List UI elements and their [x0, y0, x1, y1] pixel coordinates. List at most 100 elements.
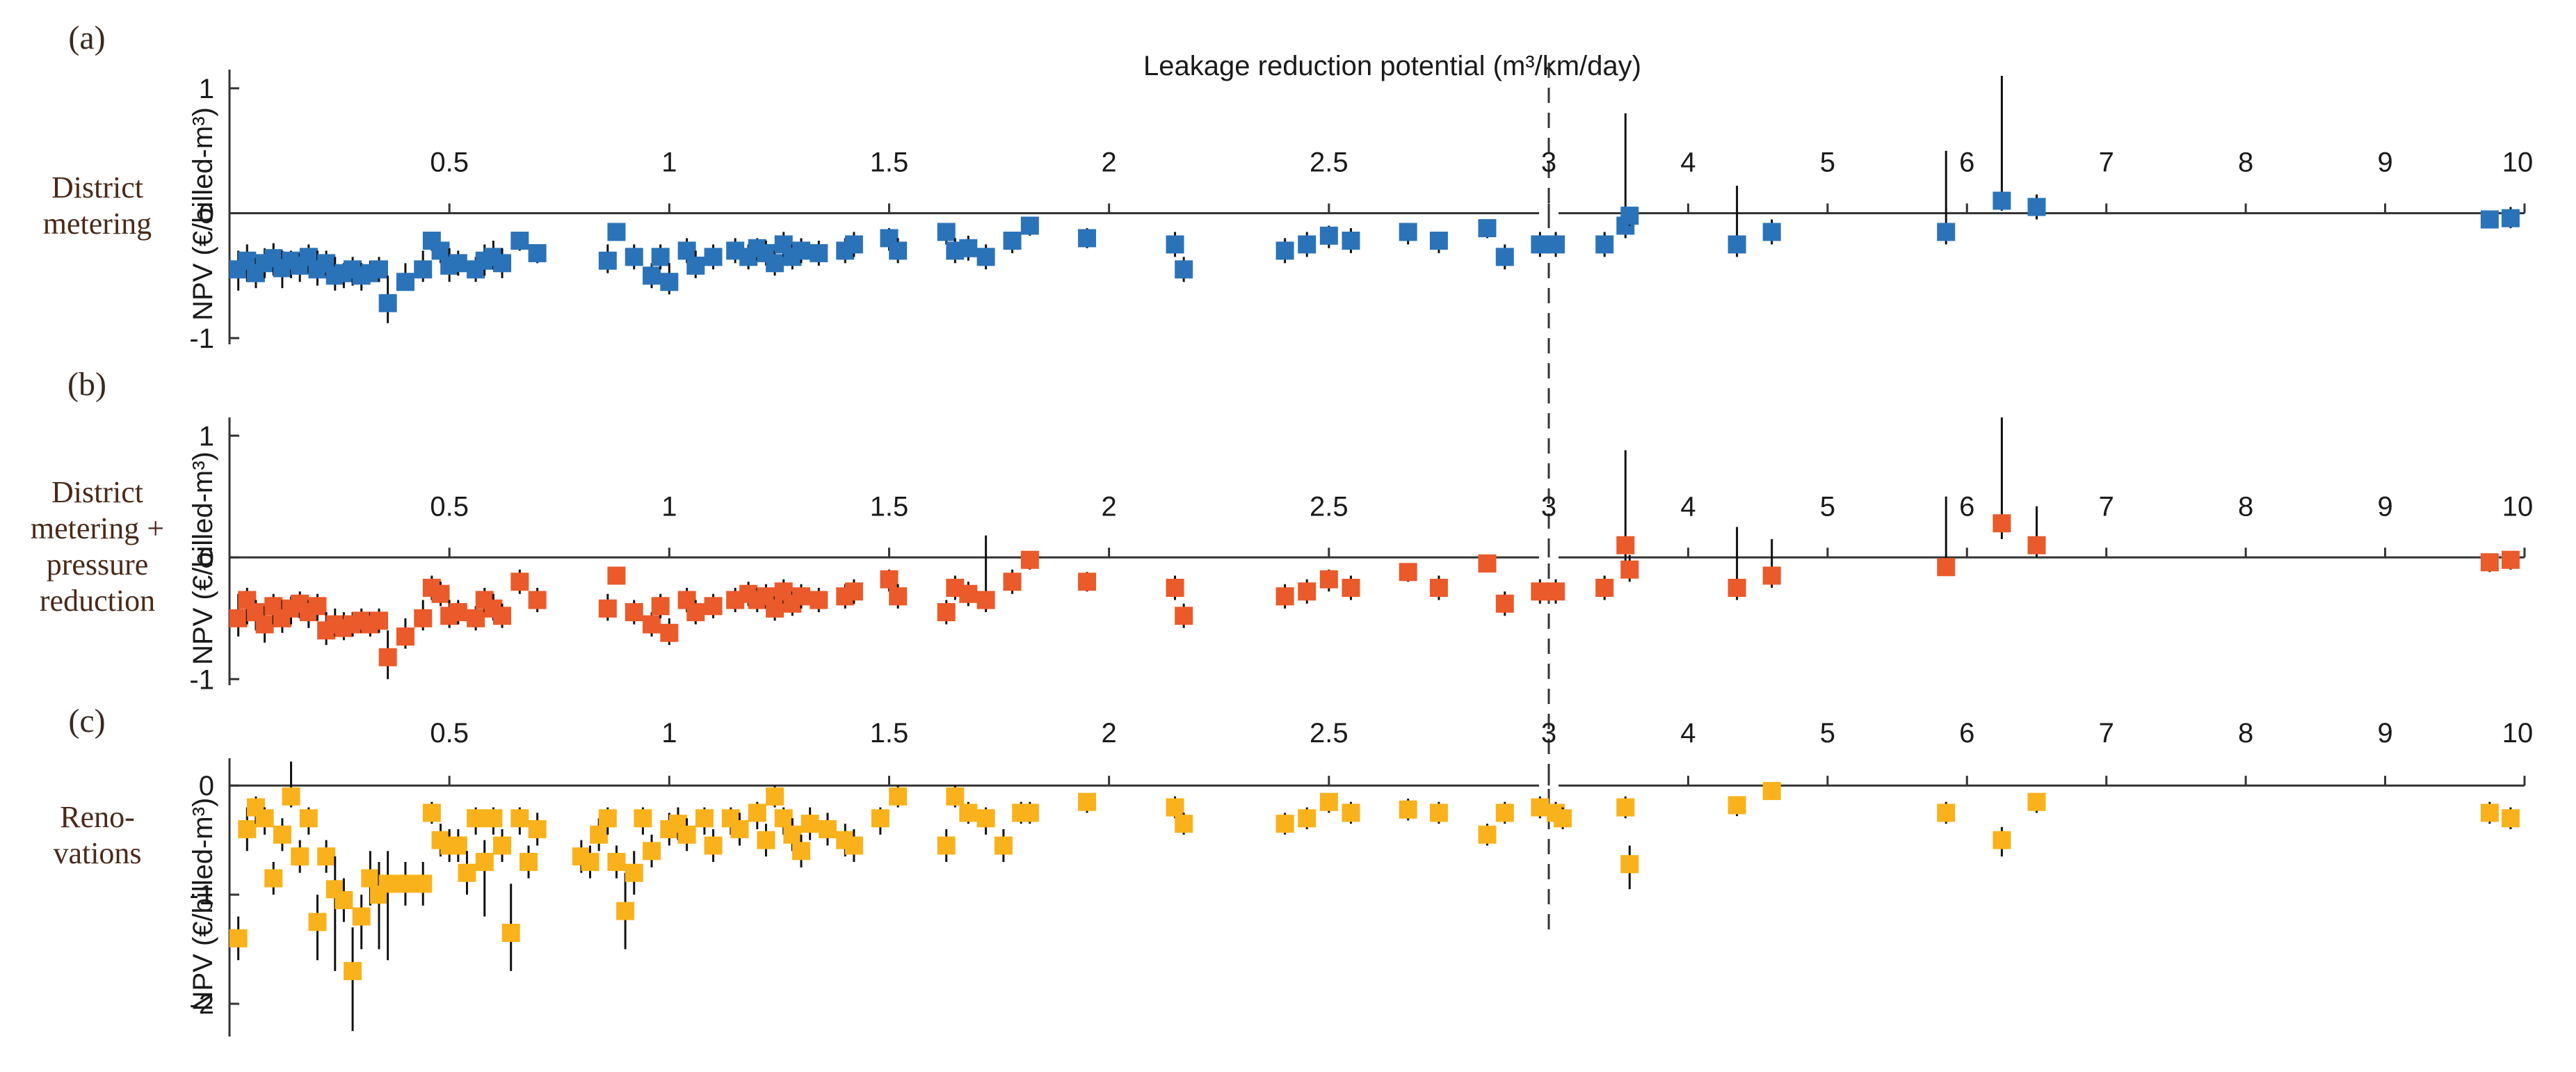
data-point: [1399, 800, 1417, 819]
data-point: [1342, 579, 1360, 597]
data-point: [1620, 207, 1639, 225]
data-point: [422, 803, 441, 822]
data-point: [1342, 231, 1360, 250]
data-point: [484, 809, 503, 828]
y-tick-label: 0: [199, 198, 214, 229]
data-point: [625, 248, 643, 266]
x-tick-label: 1: [661, 718, 677, 749]
data-point: [937, 603, 956, 621]
data-point: [2501, 209, 2520, 227]
data-point: [2501, 550, 2520, 569]
x-tick-label: 4: [1680, 718, 1696, 749]
data-point: [1275, 241, 1294, 260]
x-tick-label: 2: [1102, 491, 1117, 522]
data-point: [378, 874, 397, 893]
data-point: [598, 599, 617, 618]
data-point: [783, 825, 802, 844]
y-tick-label: -1: [189, 880, 214, 911]
data-point: [396, 874, 414, 893]
data-point: [1762, 782, 1781, 801]
data-point: [1495, 594, 1514, 613]
data-point: [2027, 536, 2046, 554]
data-point: [378, 648, 397, 666]
data-point: [643, 266, 661, 285]
row-label-line: District: [51, 475, 143, 509]
data-point: [818, 819, 837, 838]
panel-2: (b)District metering + pressure reduction NP…: [31, 366, 2533, 695]
x-tick-label: 10: [2502, 718, 2534, 749]
x-tick-label: 3: [1541, 147, 1556, 177]
data-point: [528, 243, 547, 262]
data-point: [792, 241, 811, 260]
data-point: [255, 809, 274, 828]
data-point: [431, 584, 450, 603]
data-point: [1937, 803, 1956, 822]
data-point: [889, 587, 908, 606]
data-point: [625, 603, 643, 621]
data-point: [616, 902, 635, 920]
data-point: [291, 847, 309, 866]
y-axis-label: NPV (€/billed-m³): [188, 451, 218, 665]
data-point: [369, 260, 388, 279]
x-tick-label: 2: [1102, 147, 1117, 177]
data-point: [2480, 553, 2499, 572]
data-point: [1298, 582, 1317, 601]
data-point: [493, 607, 512, 625]
data-point: [976, 591, 995, 609]
data-point: [1319, 570, 1338, 589]
x-tick-label: 7: [2099, 718, 2114, 749]
data-point: [1616, 536, 1635, 554]
data-point: [1078, 229, 1097, 248]
row-label-line: vations: [53, 836, 141, 870]
data-point: [704, 836, 723, 855]
x-tick-label: 7: [2099, 147, 2114, 177]
panel-3: (c) Reno-vations NPV (€/billed-m³)0 -1 -2 0.5…: [53, 703, 2533, 1037]
data-point: [1399, 223, 1417, 241]
data-point: [493, 254, 512, 273]
data-point: [704, 597, 723, 616]
data-point: [1166, 798, 1184, 817]
data-point: [510, 809, 529, 828]
data-point: [871, 809, 889, 828]
x-axis-title: Leakage reduction potential (m³/km/day): [1143, 51, 1641, 81]
x-tick-label: 5: [1820, 718, 1835, 749]
data-point: [1429, 803, 1448, 822]
row-label-line: metering: [43, 207, 152, 241]
data-point: [1175, 815, 1193, 833]
data-point: [792, 842, 811, 861]
data-point: [1495, 803, 1514, 822]
data-point: [1616, 798, 1635, 817]
data-point: [369, 611, 388, 630]
data-point: [1531, 798, 1549, 817]
data-point: [1003, 231, 1022, 250]
y-tick-label: 0: [199, 771, 214, 801]
data-point: [880, 570, 899, 589]
row-label: District metering: [43, 170, 152, 241]
data-point: [1020, 550, 1039, 569]
x-tick-label: 10: [2502, 491, 2534, 522]
data-point: [414, 609, 433, 627]
data-point: [757, 831, 775, 849]
row-label-line: reduction: [40, 584, 155, 618]
x-tick-label: 8: [2238, 718, 2253, 749]
data-point: [1728, 235, 1746, 254]
data-point: [519, 853, 538, 872]
data-point: [1547, 582, 1565, 601]
data-point: [1166, 579, 1184, 597]
y-tick-label: 1: [199, 421, 214, 451]
data-point: [1175, 607, 1193, 625]
data-point: [959, 239, 978, 257]
data-point: [660, 273, 679, 291]
data-point: [889, 787, 908, 806]
data-point: [1937, 223, 1956, 241]
data-point: [844, 836, 863, 855]
data-point: [1595, 235, 1614, 254]
x-tick-label: 9: [2377, 718, 2392, 749]
data-point: [449, 603, 467, 621]
panel-label: (a): [68, 19, 105, 56]
x-tick-label: 8: [2238, 147, 2253, 177]
data-point: [810, 243, 828, 262]
x-tick-label: 3: [1541, 718, 1556, 749]
data-point: [378, 294, 397, 312]
x-tick-label: 2.5: [1310, 491, 1349, 522]
